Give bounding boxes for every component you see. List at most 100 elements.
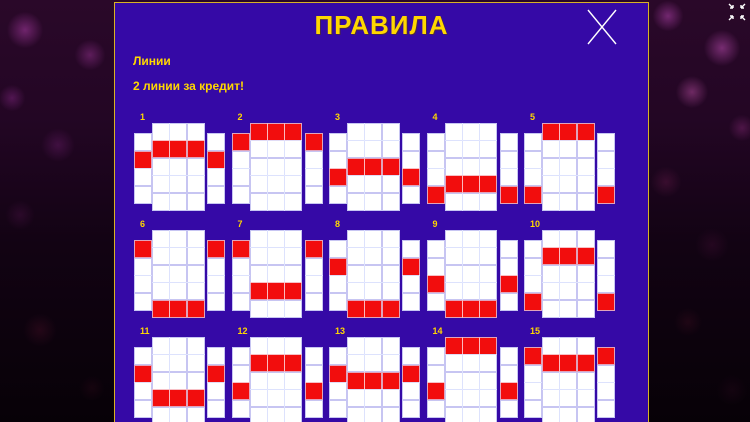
payline-cell xyxy=(444,192,463,211)
payline-cell-active xyxy=(479,337,498,355)
payline-cell xyxy=(576,389,595,408)
payline-cell-active xyxy=(347,371,365,390)
payline-cell xyxy=(381,282,400,301)
payline-cell xyxy=(169,354,188,373)
payline-cell-active xyxy=(479,299,498,318)
payline-cell xyxy=(381,354,400,373)
payline-cell-active xyxy=(597,347,615,366)
payline-cell xyxy=(284,192,303,211)
payline-cell-active xyxy=(249,282,268,301)
payline-cell xyxy=(304,275,323,294)
payline-cell xyxy=(186,247,205,266)
paylines-area: 1 2 3 4 5 6 7 8 9 10 11 12 13 14 15 xyxy=(115,3,648,422)
payline-cell xyxy=(231,185,250,204)
payline-cell xyxy=(402,347,420,366)
payline-cell-active xyxy=(207,240,225,259)
payline-grid-8: 8 xyxy=(327,219,420,319)
payline-cell-active xyxy=(347,299,365,318)
payline-cell xyxy=(304,399,323,418)
payline-cell xyxy=(461,371,480,390)
payline-cell xyxy=(524,382,542,401)
payline-cell xyxy=(134,292,152,311)
payline-cell xyxy=(152,230,170,248)
payline-cell xyxy=(559,140,578,159)
payline-cell xyxy=(402,292,420,311)
payline-cell xyxy=(576,337,595,355)
payline-cell-active xyxy=(284,282,303,301)
payline-grid-4: 4 xyxy=(425,112,518,212)
payline-cell xyxy=(207,382,225,401)
payline-cell xyxy=(249,175,268,194)
payline-cell xyxy=(559,175,578,194)
payline-grid-3: 3 xyxy=(327,112,420,212)
payline-cell xyxy=(597,150,615,169)
payline-cell xyxy=(134,347,152,366)
payline-cell xyxy=(186,406,205,422)
payline-cell xyxy=(542,230,560,248)
payline-cell xyxy=(364,175,383,194)
payline-cell xyxy=(559,371,578,390)
payline-cell xyxy=(134,133,152,152)
payline-cell xyxy=(304,185,323,204)
payline-cell xyxy=(207,292,225,311)
payline-grid-10: 10 xyxy=(522,219,615,319)
payline-cell xyxy=(576,192,595,211)
payline-cell xyxy=(542,282,560,301)
payline-cell xyxy=(479,157,498,176)
payline-cell xyxy=(559,230,578,248)
payline-grid-11: 11 xyxy=(132,326,225,422)
payline-cell-active xyxy=(186,389,205,408)
payline-cell xyxy=(576,157,595,176)
payline-cell xyxy=(559,299,578,318)
payline-cell xyxy=(207,185,225,204)
payline-cell xyxy=(284,157,303,176)
payline-cell-active xyxy=(266,282,285,301)
payline-cell xyxy=(169,264,188,283)
payline-cell xyxy=(559,337,578,355)
payline-cell xyxy=(479,389,498,408)
payline-cell xyxy=(347,230,365,248)
payline-cell-active xyxy=(479,175,498,194)
payline-cell xyxy=(499,347,518,366)
lines-section-label: Линии xyxy=(133,54,171,68)
payline-cell-active xyxy=(169,140,188,159)
payline-cell xyxy=(381,192,400,211)
payline-cell-active xyxy=(207,150,225,169)
payline-cell xyxy=(381,264,400,283)
payline-cell xyxy=(266,157,285,176)
payline-cell xyxy=(426,347,445,366)
payline-cell xyxy=(444,123,463,141)
payline-cell-active xyxy=(152,299,170,318)
payline-cell xyxy=(461,157,480,176)
payline-cell xyxy=(134,257,152,276)
payline-cell xyxy=(444,230,463,248)
payline-cell-active xyxy=(134,364,152,383)
payline-cell xyxy=(426,399,445,418)
payline-cell xyxy=(186,282,205,301)
payline-cell xyxy=(347,282,365,301)
payline-cell xyxy=(207,257,225,276)
payline-cell xyxy=(597,399,615,418)
payline-cell xyxy=(152,371,170,390)
payline-cell-active xyxy=(444,175,463,194)
close-icon[interactable] xyxy=(586,8,618,46)
payline-cell xyxy=(152,123,170,141)
payline-cell xyxy=(444,371,463,390)
payline-cell xyxy=(542,264,560,283)
payline-cell xyxy=(284,264,303,283)
payline-cell xyxy=(597,133,615,152)
payline-cell xyxy=(381,140,400,159)
payline-cell-active xyxy=(169,299,188,318)
payline-cell xyxy=(444,406,463,422)
payline-cell xyxy=(266,247,285,266)
payline-cell-active xyxy=(444,337,463,355)
payline-cell-active xyxy=(461,337,480,355)
exit-fullscreen-icon[interactable] xyxy=(728,3,746,21)
payline-cell-active xyxy=(426,382,445,401)
payline-cell-active xyxy=(304,382,323,401)
payline-cell xyxy=(266,406,285,422)
payline-cell-active xyxy=(542,123,560,141)
payline-cell xyxy=(524,399,542,418)
payline-cell xyxy=(426,292,445,311)
